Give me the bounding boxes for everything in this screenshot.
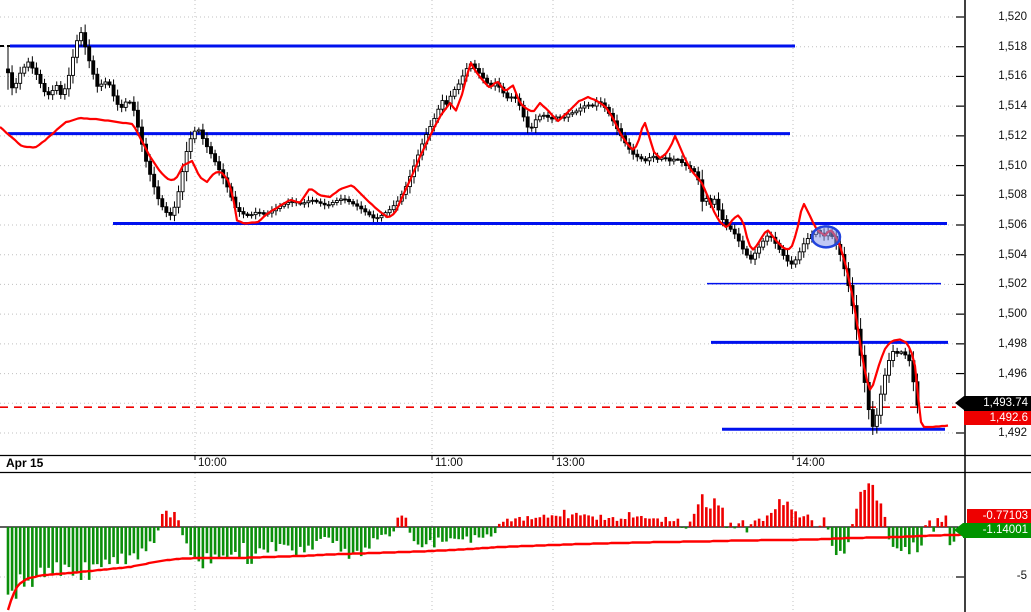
last-price-tag: 1,493.74 (955, 396, 1031, 411)
price-tick-label: 1,520 (998, 11, 1027, 23)
price-tick-label: 1,504 (998, 248, 1027, 261)
time-tick-label: 10:00 (198, 457, 227, 469)
price-tick-label: 1,516 (998, 70, 1027, 83)
overlay-line-value: 1,492.6 (964, 411, 1031, 425)
time-tick-label: 13:00 (556, 457, 585, 469)
price-tick-label: 1,518 (998, 40, 1027, 53)
price-tick-label: 1,496 (998, 367, 1027, 380)
oscillator-tick-label: -5 (1016, 570, 1027, 582)
tag-arrow-icon (955, 396, 964, 410)
price-tick-label: 1,498 (998, 337, 1027, 350)
overlay-line-price-tag: 1,492.6 (964, 411, 1031, 425)
price-tick-label: 1,506 (998, 218, 1027, 231)
date-label: Apr 15 (6, 456, 44, 470)
oscillator-line-value: -0.77103 (967, 509, 1031, 523)
price-tick-label: 1,512 (998, 129, 1027, 142)
price-tick-label: 1,514 (998, 100, 1027, 113)
oscillator-line-tag: -0.77103 (967, 509, 1031, 523)
price-tick-label: 1,492 (998, 426, 1027, 439)
time-tick-label: 11:00 (435, 457, 463, 469)
price-tick-label: 1,500 (998, 308, 1027, 321)
oscillator-bar-tag: -1.14001 (954, 523, 1031, 538)
last-price-value: 1,493.74 (964, 396, 1031, 411)
oscillator-bar-value: -1.14001 (963, 523, 1031, 538)
tag-arrow-icon (954, 523, 963, 537)
price-tick-label: 1,510 (998, 159, 1027, 172)
time-tick-label: 14:00 (796, 457, 825, 469)
price-tick-label: 1,508 (998, 189, 1027, 202)
price-tick-label: 1,502 (998, 278, 1027, 291)
